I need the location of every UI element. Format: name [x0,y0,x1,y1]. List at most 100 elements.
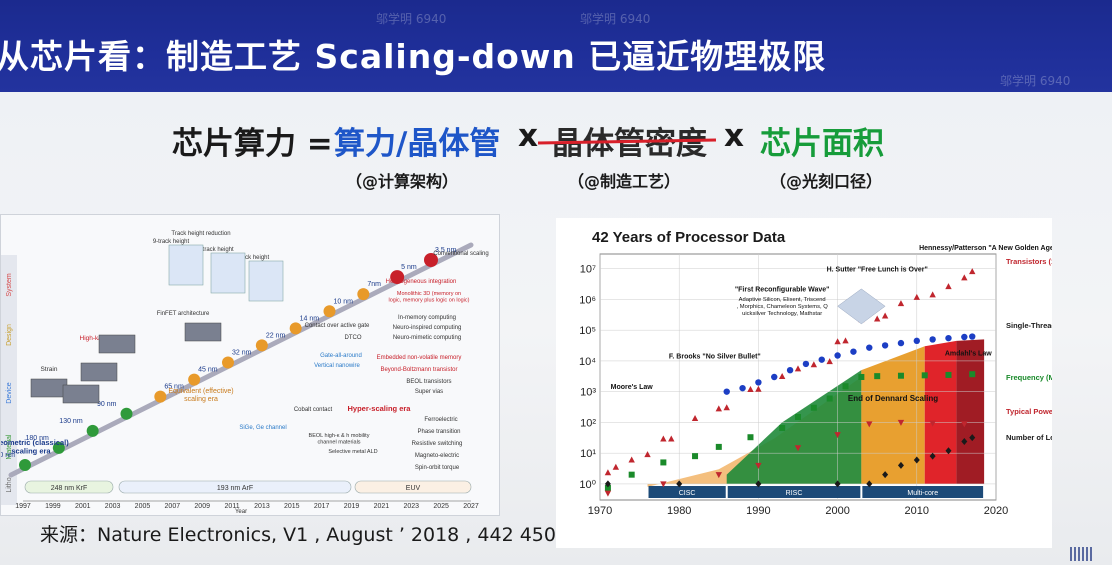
roadmap-annotation-magneto: Magneto-electric [415,453,459,459]
device-illustration [184,322,222,342]
data-point [676,480,683,488]
process-node-marker [424,253,438,267]
roadmap-annotation-ferro: Ferroelectric [424,417,457,423]
data-point [834,338,841,345]
data-point [660,435,667,442]
data-point [604,480,611,488]
litho-band [24,480,114,494]
data-point [715,443,722,450]
data-point [961,437,968,445]
callout-dennard: End of Dennard Scaling [848,394,938,403]
callout-wave-body: Adaptive Silicon, Elixent, Triscend, Mor… [737,297,829,317]
data-point [929,291,936,298]
data-point [692,453,699,460]
callout-amdahl: Amdahl's Law [945,351,992,358]
slide-title: 从芯片看：制造工艺 Scaling-down 已逼近物理极限 [0,37,827,76]
data-point [945,283,952,290]
litho-band [354,480,472,494]
data-point [747,385,754,392]
data-point [644,451,651,458]
data-point [794,445,802,452]
litho-band [118,480,352,494]
roadmap-year-tick: 2027 [463,503,479,510]
data-point [929,452,936,460]
data-point [913,456,920,464]
roadmap-annotation-vertical: Vertical nanowire [314,363,360,369]
data-point [715,472,722,479]
chart-y-tick-label: 10⁵ [579,325,596,337]
roadmap-year-tick: 2003 [105,503,121,510]
label-lithography: （@光刻口径） [770,172,883,191]
process-node-marker [323,305,336,318]
data-point [691,415,699,422]
roadmap-annotation-neuro: Neuro-inspired computing [393,325,462,331]
chart-y-tick-label: 10⁴ [579,356,596,368]
processor-data-chart: 42 Years of Processor Data 1970 1980 1990 20… [556,218,1112,548]
roadmap-year-tick: 2005 [135,503,151,510]
roadmap-annotation-hyper: Hyper-scaling era [348,404,412,413]
formula-term-transistor-density: 晶体管密度 [552,126,707,162]
data-point [755,379,762,386]
process-node-label: 7nm [367,281,381,288]
data-point [723,404,730,411]
data-point [969,333,976,340]
roadmap-annotation-sige: SiGe, Ge channel [239,425,286,431]
data-point [834,480,841,488]
formula-term-chip-area: 芯片面积 [760,126,884,162]
data-point [604,490,612,497]
data-point [818,356,825,363]
chart-x-tick-label: 2020 [984,505,1008,517]
process-node-marker [222,356,234,369]
data-point [715,405,722,412]
roadmap-annotation-gaa: Gate-all-around [320,353,362,359]
data-point [794,365,802,372]
data-point [874,373,881,380]
data-point [604,484,611,491]
formula-times-1: x [518,118,538,154]
slide-header: 从芯片看：制造工艺 Scaling-down 已逼近物理极限 邬学明 6940 … [0,0,1112,92]
roadmap-x-axis-label: Year [235,509,247,515]
process-node-marker [86,424,99,437]
annotation-line: Geometric (classical) [1,438,69,447]
roadmap-annotation-supervias: Super vias [415,389,443,395]
era-band-label: RISC [786,490,803,497]
callout-hennessy: Hennessy/Patterson "A New Golden Age" [919,245,1052,252]
data-point [945,371,952,378]
chart-x-tick-label: 1970 [588,505,612,517]
device-illustration [62,384,100,404]
process-node-label: 45 nm [198,367,218,374]
data-point [668,435,675,442]
chart-x-tick-label: 2000 [825,505,849,517]
data-point [858,374,865,380]
track-cell-illustration [248,260,284,302]
callout-sutter: H. Sutter "Free Lunch is Over" [827,267,928,274]
data-point [779,424,786,431]
process-node-label: 22 nm [266,332,286,339]
data-point [834,352,841,359]
roadmap-annotation-track9: 9-track height [153,239,190,245]
data-point [826,358,833,365]
process-node-label: 32 nm [232,350,252,357]
era-band-label: Multi-core [907,490,938,497]
data-point [874,315,881,322]
process-node-label: 180 nm [25,435,49,442]
process-node-marker [120,407,133,420]
chart-title: 42 Years of Processor Data [592,229,786,246]
litho-band-label: EUV [406,485,421,492]
roadmap-annotation-resistive: Resistive switching [412,441,463,447]
data-point [810,404,817,411]
data-point [850,348,857,355]
data-point [921,372,928,379]
process-node-label: 10 nm [334,298,354,305]
chart-svg: 42 Years of Processor Data 1970 1980 1990 20… [579,229,1112,517]
data-point [604,469,612,476]
roadmap-annotation-phase: Phase transition [417,429,460,435]
formula-lhs: 芯片算力 = [172,126,333,162]
area-fill-dennard [861,346,925,484]
watermark-1: 邬学明 6940 [376,12,447,26]
roadmap-annotation-beyond: Beyond-Boltzmann transistor [380,367,457,373]
roadmap-annotation-neuromim: Neuro-mimetic computing [393,335,461,341]
roadmap-annotation-mono3d: Monolithic 3D (memory on logic, memory pl… [388,291,469,304]
data-point [842,337,849,344]
era-band [862,486,984,498]
